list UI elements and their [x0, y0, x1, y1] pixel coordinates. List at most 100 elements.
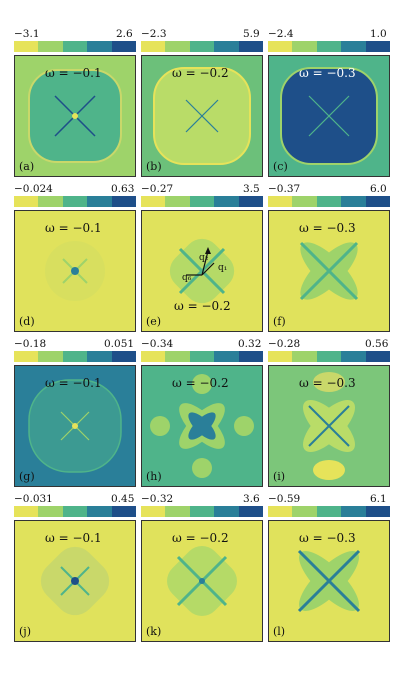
heatmap-c [269, 56, 389, 176]
colorbar-segment [292, 351, 317, 362]
heatmap-k [142, 521, 262, 641]
colorbar-segment [14, 506, 39, 517]
colorbar-e-max: 3.5 [243, 183, 260, 195]
panel-k: ω = −0.2 (k) [141, 520, 263, 642]
omega-label-e: ω = −0.2 [174, 299, 231, 313]
colorbar-segment [268, 506, 293, 517]
omega-label-d: ω = −0.1 [45, 221, 102, 235]
colorbar-segment [111, 506, 137, 517]
panel-f: ω = −0.3 (f) [268, 210, 390, 332]
colorbar-h-min: −0.34 [141, 338, 174, 350]
colorbar-segment [316, 351, 342, 362]
colorbar-segment [341, 506, 366, 517]
panel-tag-f: (f) [273, 315, 286, 328]
colorbar-d-min: −0.024 [14, 183, 53, 195]
colorbar-segment [268, 196, 293, 207]
colorbar-h-max: 0.32 [238, 338, 262, 350]
panel-i: ω = −0.3 (i) [268, 365, 390, 487]
omega-label-a: ω = −0.1 [45, 66, 102, 80]
colorbar-l-min: −0.59 [268, 493, 301, 505]
colorbar-segment [292, 41, 317, 52]
omega-label-k: ω = −0.2 [172, 531, 229, 545]
omega-label-g: ω = −0.1 [45, 376, 102, 390]
colorbar-a-max: 2.6 [116, 28, 133, 40]
panel-a: ω = −0.1 (a) [14, 55, 136, 177]
colorbar-segment [341, 41, 366, 52]
colorbar-segment [14, 351, 39, 362]
colorbar-segment [238, 196, 264, 207]
panel-tag-a: (a) [19, 160, 35, 173]
colorbar-segment [38, 506, 63, 517]
colorbar-segment [214, 506, 239, 517]
colorbar-i-min: −0.28 [268, 338, 301, 350]
colorbar-h [141, 351, 264, 362]
colorbar-segment [292, 506, 317, 517]
panel-tag-k: (k) [146, 625, 162, 638]
colorbar-e [141, 196, 264, 207]
colorbar-segment [165, 41, 190, 52]
heatmap-i [269, 366, 389, 486]
q1-label: q₁ [218, 263, 228, 273]
colorbar-c-min: −2.4 [268, 28, 294, 40]
colorbar-segment [165, 506, 190, 517]
panel-j: ω = −0.1 (j) [14, 520, 136, 642]
colorbar-k-max: 3.6 [243, 493, 260, 505]
heatmap-f [269, 211, 389, 331]
colorbar-segment [87, 351, 112, 362]
heatmap-g [15, 366, 135, 486]
colorbar-segment [189, 351, 215, 362]
colorbar-f-max: 6.0 [370, 183, 387, 195]
colorbar-segment [365, 351, 391, 362]
panel-tag-j: (j) [19, 625, 31, 638]
colorbar-j-max: 0.45 [111, 493, 135, 505]
panel-l: ω = −0.3 (l) [268, 520, 390, 642]
colorbar-b-max: 5.9 [243, 28, 260, 40]
colorbar-b-min: −2.3 [141, 28, 167, 40]
omega-label-j: ω = −0.1 [45, 531, 102, 545]
colorbar-segment [365, 41, 391, 52]
colorbar-segment [165, 196, 190, 207]
panel-tag-e: (e) [146, 315, 162, 328]
colorbar-segment [238, 506, 264, 517]
colorbar-l [268, 506, 391, 517]
colorbar-e-min: −0.27 [141, 183, 174, 195]
colorbar-segment [62, 506, 88, 517]
colorbar-segment [14, 41, 39, 52]
colorbar-segment [38, 351, 63, 362]
colorbar-segment [111, 196, 137, 207]
colorbar-segment [62, 41, 88, 52]
colorbar-segment [141, 351, 166, 362]
colorbar-segment [268, 41, 293, 52]
panel-tag-c: (c) [273, 160, 288, 173]
q6-label: q₆ [182, 273, 192, 283]
colorbar-a [14, 41, 137, 52]
colorbar-segment [316, 506, 342, 517]
colorbar-segment [238, 41, 264, 52]
colorbar-segment [38, 196, 63, 207]
heatmap-d [15, 211, 135, 331]
q2-label: q₂ [199, 253, 209, 263]
colorbar-segment [111, 41, 137, 52]
panel-tag-i: (i) [273, 470, 286, 483]
colorbar-k-min: −0.32 [141, 493, 174, 505]
colorbar-segment [141, 506, 166, 517]
heatmap-j [15, 521, 135, 641]
heatmap-b [142, 56, 262, 176]
colorbar-f-min: −0.37 [268, 183, 301, 195]
panel-tag-h: (h) [146, 470, 162, 483]
colorbar-g-min: −0.18 [14, 338, 47, 350]
colorbar-segment [292, 196, 317, 207]
colorbar-segment [38, 41, 63, 52]
colorbar-segment [165, 351, 190, 362]
omega-label-f: ω = −0.3 [299, 221, 356, 235]
colorbar-segment [87, 506, 112, 517]
colorbar-d [14, 196, 137, 207]
colorbar-segment [62, 196, 88, 207]
heatmap-e [142, 211, 262, 331]
omega-label-i: ω = −0.3 [299, 376, 356, 390]
panel-tag-g: (g) [19, 470, 35, 483]
colorbar-j-min: −0.031 [14, 493, 53, 505]
colorbar-segment [341, 196, 366, 207]
colorbar-f [268, 196, 391, 207]
panel-d: ω = −0.1 (d) [14, 210, 136, 332]
